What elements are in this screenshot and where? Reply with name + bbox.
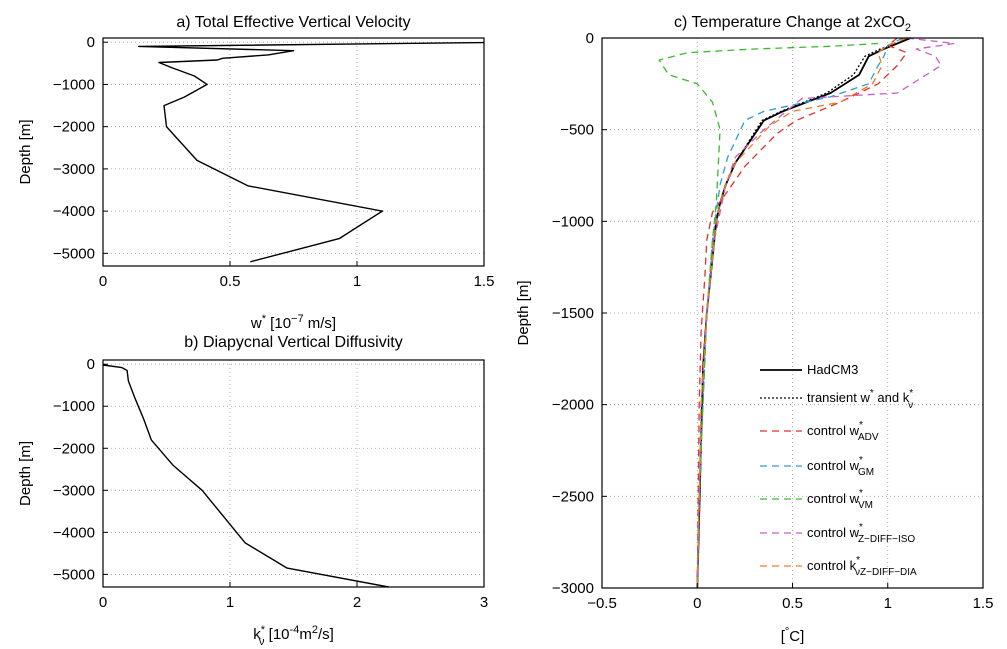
y-tick-label: −1000 bbox=[53, 76, 95, 93]
legend-label: transient w* and k* ν bbox=[807, 388, 913, 411]
series-line-4 bbox=[658, 42, 879, 589]
y-tick-label: −3000 bbox=[552, 580, 594, 597]
x-tick-label: 0 bbox=[693, 595, 701, 612]
y-axis-label: Depth [m] bbox=[515, 280, 532, 345]
y-tick-label: −3000 bbox=[53, 161, 95, 178]
plot-frame bbox=[102, 37, 485, 267]
plot-frame bbox=[102, 359, 485, 588]
y-tick-label: 0 bbox=[87, 34, 95, 51]
y-axis-label: Depth [m] bbox=[17, 441, 34, 506]
plot-frame bbox=[601, 37, 984, 589]
y-tick-label: −1000 bbox=[53, 398, 95, 415]
chart-panel-b: 0 1 2 3 0 −1000 −2000 −3000 −4000 −5000 b) Diapycn… bbox=[17, 334, 488, 648]
x-tick-label: 1 bbox=[226, 594, 234, 611]
y-tick-label: 0 bbox=[586, 30, 594, 47]
y-tick-label: −2500 bbox=[552, 488, 594, 505]
series-line-6 bbox=[696, 37, 908, 589]
y-tick-label: −1500 bbox=[552, 305, 594, 322]
x-tick-label: 1.5 bbox=[474, 273, 495, 290]
y-tick-label: −3000 bbox=[53, 482, 95, 499]
x-tick-label: 2 bbox=[353, 594, 361, 611]
legend-label: control w* VM bbox=[807, 488, 873, 511]
y-tick-label: −4000 bbox=[53, 524, 95, 541]
x-axis-label: [°C] bbox=[781, 626, 805, 645]
x-tick-label: 0 bbox=[99, 594, 107, 611]
y-tick-label: 0 bbox=[87, 356, 95, 373]
chart-title: c) Temperature Change at 2xCO2 bbox=[674, 14, 911, 34]
x-axis-label: k* ν [10-4m2/s] bbox=[253, 624, 334, 648]
x-tick-label: 3 bbox=[480, 594, 488, 611]
chart-panel-c: −0.5 0 0.5 1 1.5 0 −500 −1000 −1500 −2000 −2500 −30… bbox=[515, 14, 993, 645]
x-tick-label: 1.5 bbox=[973, 595, 994, 612]
x-tick-label: 1 bbox=[353, 273, 361, 290]
x-axis-label: w* [10−7 m/s] bbox=[250, 313, 336, 332]
y-tick-label: −4000 bbox=[53, 203, 95, 220]
y-tick-label: −5000 bbox=[53, 566, 95, 583]
y-tick-label: −2000 bbox=[552, 397, 594, 414]
legend-label: control w* GM bbox=[807, 455, 874, 478]
legend: HadCM3 transient w* and k* ν control w* ADV c… bbox=[760, 362, 917, 578]
legend-label: control k* νZ−DIFF−DIA bbox=[807, 555, 917, 578]
x-tick-label: 1 bbox=[884, 595, 892, 612]
legend-label: HadCM3 bbox=[807, 362, 858, 377]
chart-title: a) Total Effective Vertical Velocity bbox=[176, 14, 410, 31]
legend-label: control w* Z−DIFF−ISO bbox=[807, 522, 915, 545]
chart-panel-a: 0 0.5 1 1.5 0 −1000 −2000 −3000 −4000 −5000 a) Tot… bbox=[17, 14, 494, 332]
x-tick-label: −0.5 bbox=[587, 595, 617, 612]
series-line-0 bbox=[137, 41, 485, 263]
y-tick-label: −2000 bbox=[53, 119, 95, 136]
y-tick-label: −2000 bbox=[53, 440, 95, 457]
y-tick-label: −500 bbox=[560, 122, 594, 139]
y-tick-label: −5000 bbox=[53, 245, 95, 262]
legend-label: control w* ADV bbox=[807, 420, 879, 443]
series-line-2 bbox=[696, 37, 908, 589]
y-tick-label: −1000 bbox=[552, 213, 594, 230]
x-tick-label: 0.5 bbox=[220, 273, 241, 290]
x-tick-label: 0.5 bbox=[782, 595, 803, 612]
y-axis-label: Depth [m] bbox=[17, 119, 34, 184]
series-line-5 bbox=[696, 37, 956, 589]
x-tick-label: 0 bbox=[99, 273, 107, 290]
chart-title: b) Diapycnal Vertical Diffusivity bbox=[184, 334, 402, 351]
series-line-3 bbox=[696, 37, 904, 589]
series-line-0 bbox=[102, 364, 389, 588]
